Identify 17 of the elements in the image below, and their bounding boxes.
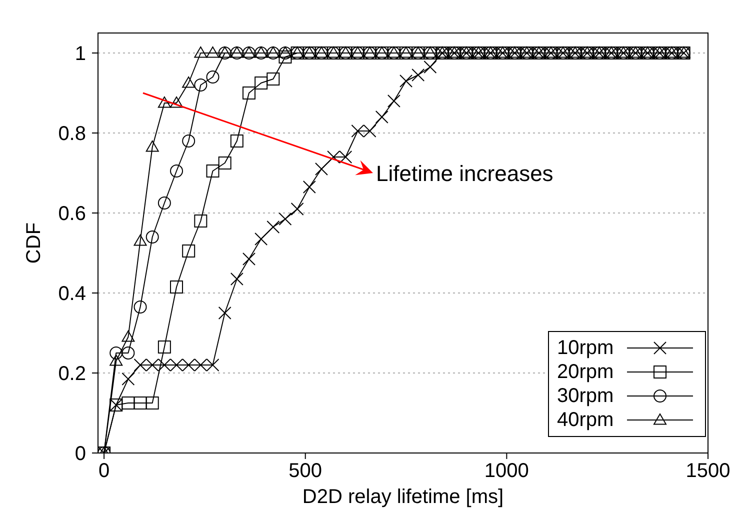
legend-label: 20rpm <box>557 360 615 384</box>
x-tick-label: 0 <box>98 460 110 482</box>
x-tick-label: 1000 <box>484 460 529 482</box>
y-tick-label: 0 <box>74 443 86 466</box>
legend-label: 40rpm <box>557 408 615 432</box>
y-tick-label: 0.4 <box>58 283 86 306</box>
legend-label: 30rpm <box>557 384 615 408</box>
y-tick-label: 0.6 <box>58 203 86 226</box>
legend-label: 10rpm <box>557 336 615 360</box>
y-tick-label: 1 <box>74 43 86 66</box>
x-tick-label: 1500 <box>686 460 730 482</box>
x-axis-title: D2D relay lifetime [ms] <box>302 486 504 508</box>
x-tick-label: 500 <box>288 460 322 482</box>
y-tick-label: 0.2 <box>58 363 86 386</box>
y-tick-label: 0.8 <box>58 123 86 146</box>
y-axis-title: CDF <box>23 222 46 264</box>
annotation: Lifetime increases <box>376 161 554 186</box>
